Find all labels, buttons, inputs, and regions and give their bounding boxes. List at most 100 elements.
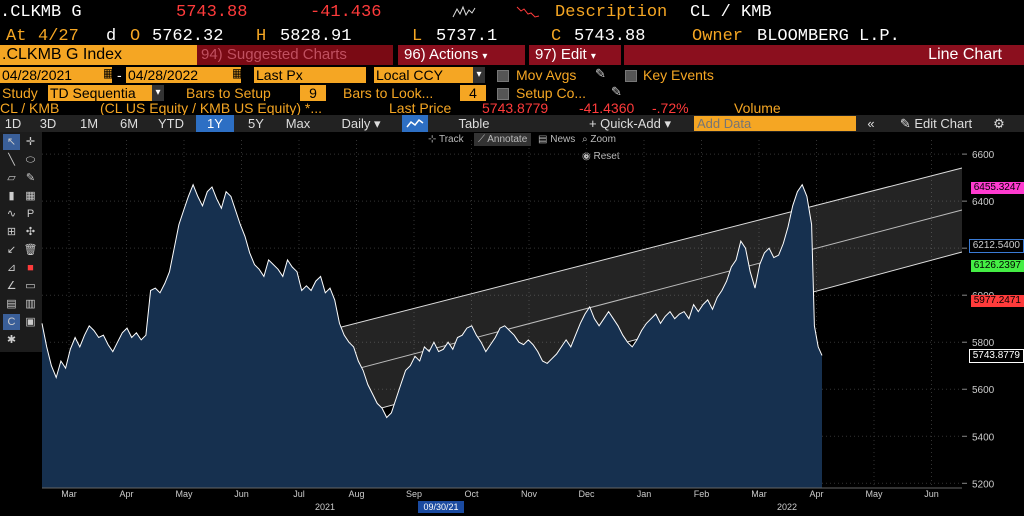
trash-icon[interactable]: 🗑 — [23, 244, 38, 256]
cursor-date-bg — [418, 501, 464, 513]
measure-icon[interactable]: ⊿ — [6, 262, 17, 274]
legend-description: (CL US Equity / KMB US Equity) *... — [100, 100, 322, 116]
track-tool[interactable]: ⊹ Track — [428, 134, 464, 145]
cursor-icon[interactable]: ↖ — [3, 134, 20, 150]
color-icon[interactable]: ■ — [27, 262, 34, 274]
interval-select[interactable]: Daily ▾ — [341, 116, 381, 131]
security-title[interactable]: .CLKMB G Index — [0, 45, 225, 65]
price-line — [41, 183, 823, 419]
mov-avgs-checkbox[interactable] — [497, 70, 509, 82]
period-1y-button[interactable]: 1Y — [196, 115, 234, 132]
zoom-label: Zoom — [590, 134, 616, 145]
bars-setup-label: Bars to Setup — [186, 85, 271, 101]
track-label: Track — [438, 134, 464, 145]
edit-menu[interactable]: 97) Edit ▾ — [529, 45, 621, 65]
at-label: At — [6, 27, 27, 46]
dropdown-arrow-icon[interactable]: ▾ — [473, 67, 485, 83]
y-tick-label: 6400 — [972, 197, 995, 208]
add-data-input[interactable] — [694, 116, 856, 131]
period-max-button[interactable]: Max — [285, 116, 311, 131]
edit-chart-button[interactable]: ✎ Edit Chart — [886, 115, 986, 132]
reset-label: Reset — [593, 151, 620, 162]
arrow-tool-icon[interactable]: ↙ — [6, 244, 17, 256]
date-to-field[interactable]: 04/28/2022 — [126, 67, 241, 83]
collapse-icon[interactable]: « — [867, 116, 875, 131]
key-events-checkbox[interactable] — [625, 70, 637, 82]
description-value: CL / KMB — [690, 3, 772, 22]
legend-change: -41.4360 — [579, 100, 635, 116]
move-icon[interactable]: ✣ — [25, 226, 36, 238]
y-tick-label: 5200 — [972, 479, 995, 490]
x-tick-label: Jul — [293, 489, 305, 499]
grid-icon[interactable]: ▦ — [25, 190, 36, 202]
period-1m-button[interactable]: 1M — [79, 116, 99, 131]
currency-select[interactable]: Local CCY — [374, 67, 484, 83]
price-tag: 5743.8779 — [968, 349, 1024, 364]
interval-label: Daily — [341, 116, 371, 131]
lock-icon[interactable]: ▣ — [25, 316, 36, 328]
price-tag: 6455.3247 — [970, 182, 1024, 195]
date-from-field[interactable]: 04/28/2021 — [0, 67, 112, 83]
annotate-tool[interactable]: ⟋ Annotate — [474, 133, 532, 146]
actions-menu[interactable]: 96) Actions ▾ — [398, 45, 525, 65]
bar-tool-icon[interactable]: ▮ — [8, 190, 15, 202]
quick-add-button[interactable]: + Quick-Add ▾ — [588, 116, 672, 131]
x-tick-label: Nov — [521, 489, 538, 499]
calendar-icon[interactable]: ▦ — [232, 66, 244, 80]
angle-icon[interactable]: ∠ — [6, 280, 17, 292]
price-chart[interactable]: Mar Apr May Jun Jul Aug Sep Oct Nov Dec Jan Feb Mar A… — [0, 132, 1024, 516]
gear-icon[interactable]: ⚙ — [993, 116, 1005, 131]
line-style-icon[interactable] — [402, 115, 428, 132]
y-tick-label: 5600 — [972, 385, 995, 396]
description-label: Description — [555, 3, 668, 22]
hide-icon[interactable]: ▭ — [25, 280, 36, 292]
period-6m-button[interactable]: 6M — [119, 116, 139, 131]
x-tick-label: Apr — [809, 489, 823, 499]
channel-icon[interactable]: ▱ — [7, 172, 16, 184]
news-tool[interactable]: ▤ News — [538, 134, 576, 145]
ellipse-icon[interactable]: ⬭ — [25, 154, 36, 166]
pencil-icon[interactable]: ✎ — [595, 66, 606, 81]
x-tick-label: Mar — [61, 489, 77, 499]
period-ytd-button[interactable]: YTD — [158, 116, 184, 131]
table-button[interactable]: Table — [458, 116, 490, 131]
low-label: L — [412, 27, 423, 46]
dropdown-arrow-icon: ▾ — [482, 51, 488, 62]
actions-label: 96) Actions — [404, 46, 479, 63]
calendar-icon[interactable]: ▦ — [103, 66, 115, 80]
legend-name: CL / KMB — [0, 100, 60, 116]
study-select[interactable]: TD Sequentia — [48, 85, 152, 101]
zoom-tool[interactable]: ⌕ Zoom — [582, 134, 616, 145]
drawing-toolbar: ↖ ✛ ╲ ⬭ ▱ ✎ ▮ ▦ ∿ P ⊞ ✣ ↙ 🗑 ⊿ ■ ∠ ▭ ▤ ▥ … — [0, 132, 42, 352]
x-tick-label: Feb — [694, 489, 710, 499]
period-1d-button[interactable]: 1D — [4, 116, 22, 131]
bars-look-input[interactable]: 4 — [460, 85, 486, 101]
bars-look-label: Bars to Look... — [343, 85, 434, 101]
cursor-date: 09/30/21 — [423, 502, 458, 512]
settings-icon[interactable]: ✱ — [6, 334, 17, 346]
magnet-icon[interactable]: C — [3, 314, 20, 330]
period-5y-button[interactable]: 5Y — [248, 116, 264, 131]
y-tick-label: 5400 — [972, 432, 995, 443]
setup-co-checkbox[interactable] — [497, 88, 509, 100]
bars-setup-input[interactable]: 9 — [300, 85, 326, 101]
crosshair-icon[interactable]: ✛ — [25, 136, 36, 148]
text-tool-icon[interactable]: P — [26, 208, 35, 220]
period-3d-button[interactable]: 3D — [39, 116, 57, 131]
pencil-tool-icon[interactable]: ✎ — [25, 172, 36, 184]
suggested-charts-button[interactable]: 94) Suggested Charts — [197, 45, 393, 65]
legend-pct: -.72% — [652, 100, 689, 116]
ruler-icon[interactable]: ▤ — [6, 298, 17, 310]
sparkline-down-icon — [516, 5, 540, 25]
price-tag: 5977.2471 — [970, 294, 1024, 307]
low-value: 5737.1 — [436, 27, 498, 46]
layers-icon[interactable]: ▥ — [25, 298, 36, 310]
pencil-icon[interactable]: ✎ — [611, 84, 622, 99]
d-label: d — [106, 27, 117, 46]
x-tick-label: Apr — [119, 489, 133, 499]
fib-icon[interactable]: ⊞ — [6, 226, 17, 238]
line-tool-icon[interactable]: ╲ — [8, 154, 15, 166]
dropdown-arrow-icon[interactable]: ▾ — [152, 85, 164, 101]
price-type-select[interactable]: Last Px — [254, 67, 366, 83]
trend-icon[interactable]: ∿ — [6, 208, 17, 220]
